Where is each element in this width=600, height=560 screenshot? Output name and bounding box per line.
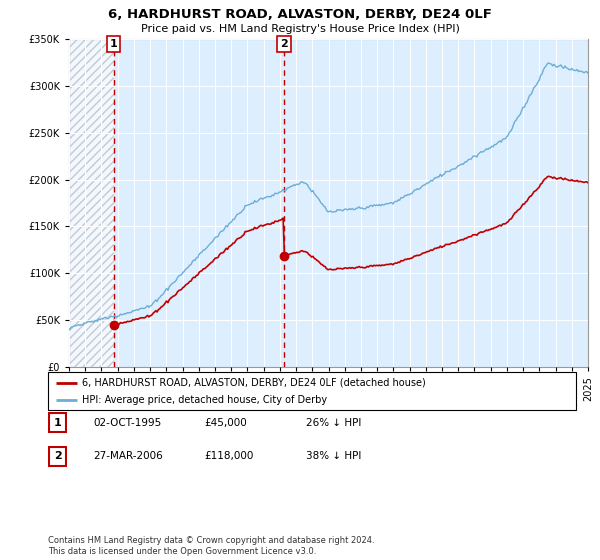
Text: 26% ↓ HPI: 26% ↓ HPI xyxy=(306,418,361,428)
Text: HPI: Average price, detached house, City of Derby: HPI: Average price, detached house, City… xyxy=(82,395,328,405)
Text: 1: 1 xyxy=(110,39,118,49)
Text: Contains HM Land Registry data © Crown copyright and database right 2024.
This d: Contains HM Land Registry data © Crown c… xyxy=(48,536,374,556)
Bar xyxy=(69,39,113,367)
Text: 6, HARDHURST ROAD, ALVASTON, DERBY, DE24 0LF: 6, HARDHURST ROAD, ALVASTON, DERBY, DE24… xyxy=(108,8,492,21)
Text: 1: 1 xyxy=(54,418,61,428)
Text: £45,000: £45,000 xyxy=(204,418,247,428)
Text: 6, HARDHURST ROAD, ALVASTON, DERBY, DE24 0LF (detached house): 6, HARDHURST ROAD, ALVASTON, DERBY, DE24… xyxy=(82,377,426,388)
FancyBboxPatch shape xyxy=(48,372,576,410)
Text: 2: 2 xyxy=(54,451,61,461)
Text: £118,000: £118,000 xyxy=(204,451,253,461)
Text: 02-OCT-1995: 02-OCT-1995 xyxy=(93,418,161,428)
Text: 38% ↓ HPI: 38% ↓ HPI xyxy=(306,451,361,461)
Text: 2: 2 xyxy=(280,39,288,49)
Text: Price paid vs. HM Land Registry's House Price Index (HPI): Price paid vs. HM Land Registry's House … xyxy=(140,24,460,34)
FancyBboxPatch shape xyxy=(49,447,66,466)
Text: 27-MAR-2006: 27-MAR-2006 xyxy=(93,451,163,461)
FancyBboxPatch shape xyxy=(49,413,66,432)
